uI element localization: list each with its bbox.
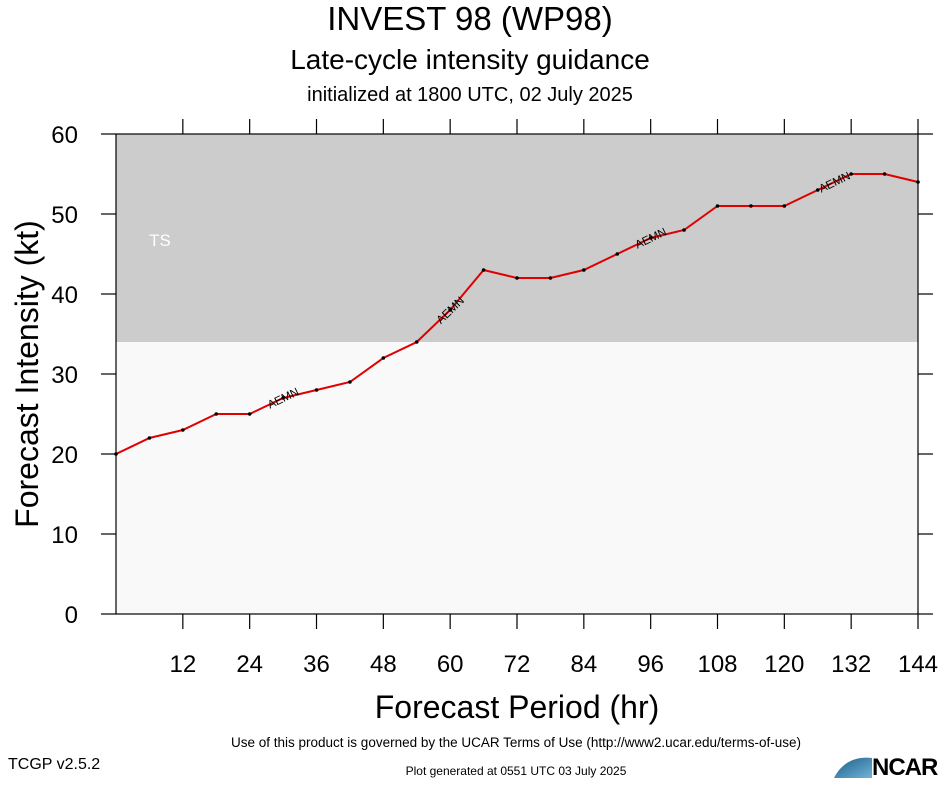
- data-point: [214, 412, 219, 416]
- data-point: [281, 396, 285, 400]
- data-point: [615, 252, 620, 256]
- data-point: [247, 412, 252, 416]
- generated-time: Plot generated at 0551 UTC 03 July 2025: [405, 764, 627, 778]
- chart-subtitle: Late-cycle intensity guidance: [290, 44, 650, 75]
- y-tick-label: 50: [51, 202, 78, 229]
- data-point: [682, 228, 686, 232]
- data-point: [548, 276, 553, 280]
- below-band-area: [116, 342, 918, 614]
- y-tick-label: 10: [51, 522, 78, 549]
- data-point: [181, 428, 185, 432]
- data-point: [882, 172, 887, 176]
- data-point: [348, 380, 352, 384]
- x-tick-label: 24: [236, 651, 263, 678]
- data-point: [448, 308, 452, 312]
- data-point: [648, 236, 653, 240]
- data-point: [147, 436, 152, 440]
- x-tick-label: 60: [437, 651, 464, 678]
- intensity-bands: TS: [116, 134, 918, 614]
- chart-title: INVEST 98 (WP98): [327, 0, 613, 37]
- x-tick-label: 144: [898, 651, 938, 678]
- ncar-logo-text: NCAR: [872, 754, 938, 781]
- version-label: TCGP v2.5.2: [8, 756, 101, 773]
- y-tick-label: 0: [65, 602, 78, 629]
- x-tick-label: 108: [697, 651, 737, 678]
- data-point: [314, 388, 319, 392]
- x-tick-label: 132: [831, 651, 871, 678]
- data-point: [582, 268, 586, 272]
- data-point: [515, 276, 519, 280]
- y-tick-label: 30: [51, 362, 78, 389]
- x-axis-label: Forecast Period (hr): [375, 689, 660, 725]
- data-point: [782, 204, 787, 208]
- ncar-logo: NCAR: [830, 752, 940, 781]
- ncar-swoosh-icon: [834, 757, 872, 778]
- initialization-time: initialized at 1800 UTC, 02 July 2025: [307, 84, 633, 106]
- x-tick-label: 12: [169, 651, 196, 678]
- x-tick-label: 48: [370, 651, 397, 678]
- data-point: [815, 188, 820, 192]
- data-point: [715, 204, 720, 208]
- band-label-ts: TS: [149, 231, 171, 250]
- y-tick-label: 20: [51, 442, 78, 469]
- data-point: [749, 204, 753, 208]
- data-point: [849, 172, 853, 176]
- axis-ticks: 12 24 36 48 60 72 84 96 108 120 132 144 0 10 20 30 40 50 6…: [51, 119, 938, 678]
- plot-frame: [115, 133, 919, 615]
- terms-of-use: Use of this product is governed by the U…: [231, 735, 801, 750]
- x-tick-label: 96: [637, 651, 664, 678]
- data-point: [414, 340, 419, 344]
- x-tick-label: 120: [764, 651, 804, 678]
- y-tick-label: 60: [51, 122, 78, 149]
- y-tick-label: 40: [51, 282, 78, 309]
- x-tick-label: 84: [570, 651, 597, 678]
- band-ts: [116, 134, 918, 342]
- x-tick-label: 72: [504, 651, 531, 678]
- x-tick-label: 36: [303, 651, 330, 678]
- y-axis-label: Forecast Intensity (kt): [9, 220, 45, 528]
- data-point: [381, 356, 386, 360]
- data-point: [481, 268, 486, 272]
